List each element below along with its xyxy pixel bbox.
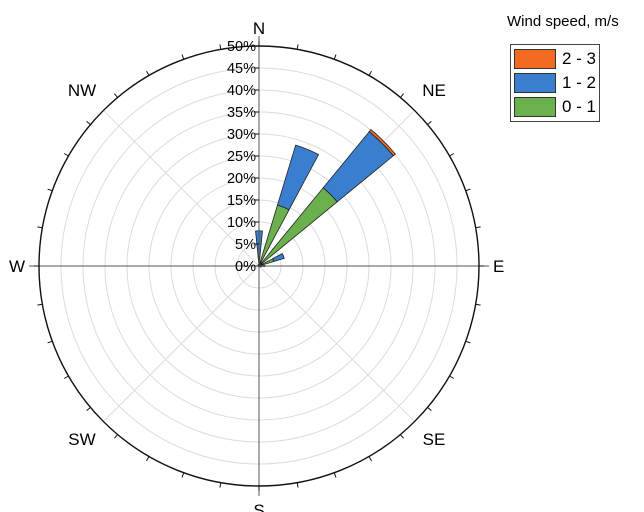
legend-item-1-2: 1 - 2 [514,72,597,94]
outer-tick [333,472,337,478]
radial-tick-label: 15% [227,193,256,209]
outer-tick [146,456,150,462]
legend-label-0-1: 0 - 1 [562,97,597,116]
outer-tick [333,54,337,60]
radial-tick-label: 45% [227,61,256,77]
legend-label-1-2: 1 - 2 [562,73,597,92]
legend-box: 2 - 3 1 - 2 0 - 1 [510,44,600,122]
legend: Wind speed, m/s 2 - 3 1 - 2 0 - 1 [507,13,644,122]
radial-tick-label: 30% [227,127,256,143]
outer-tick [113,93,118,98]
outer-tick [368,456,372,462]
radial-tick-label: 0% [235,259,256,275]
outer-tick [400,434,405,439]
outer-tick [427,120,432,125]
outer-tick [427,407,432,412]
grid-spoke [103,265,260,422]
outer-tick [63,375,69,379]
outer-tick [113,434,118,439]
radial-tick-label: 25% [227,149,256,165]
outer-tick [181,472,185,478]
outer-tick [475,226,481,229]
outer-tick [86,120,91,125]
legend-item-0-1: 0 - 1 [514,96,597,118]
outer-tick [465,340,471,344]
outer-tick [219,482,222,488]
wind-bar-1-2 [277,144,320,211]
radial-tick-label: 40% [227,83,256,99]
radial-tick-label: 10% [227,215,256,231]
outer-tick [47,188,53,192]
wind-bar-1-2 [272,253,285,263]
outer-tick [86,407,91,412]
outer-tick [219,44,222,50]
direction-label-se: SE [423,430,446,449]
grid-spoke [103,110,260,267]
wind-bars [255,129,396,268]
legend-swatch-0-1 [514,97,556,117]
legend-item-2-3: 2 - 3 [514,48,597,70]
radial-tick-label: 5% [235,237,256,253]
outer-tick [465,188,471,192]
direction-label-s: S [253,501,264,512]
direction-label-e: E [493,257,504,276]
direction-label-nw: NW [68,81,96,100]
chart-labels: 0% 5% 10% 15% 20% 25% 30% 35% 40% 45% 50%N NE E SE S SW… [9,19,504,512]
outer-tick [296,482,299,488]
direction-label-n: N [253,19,265,38]
outer-tick [181,54,185,60]
outer-tick [475,303,481,306]
outer-tick [296,44,299,50]
direction-label-sw: SW [68,430,95,449]
outer-tick [37,226,43,229]
outer-tick [368,70,372,76]
direction-label-w: W [9,257,25,276]
outer-tick [63,153,69,157]
radial-tick-label: 20% [227,171,256,187]
legend-swatch-2-3 [514,49,556,69]
direction-label-ne: NE [422,81,446,100]
outer-tick [400,93,405,98]
radial-tick-label: 50% [227,39,256,55]
grid-spoke [258,265,415,422]
legend-title: Wind speed, m/s [507,13,619,30]
legend-swatch-1-2 [514,73,556,93]
outer-tick [449,153,455,157]
wind-bar-2-3 [368,129,396,157]
polar-axes [29,36,489,496]
legend-label-2-3: 2 - 3 [562,49,597,68]
outer-tick [47,340,53,344]
radial-tick-label: 35% [227,105,256,121]
outer-tick [146,70,150,76]
outer-tick [449,375,455,379]
outer-tick [37,303,43,306]
